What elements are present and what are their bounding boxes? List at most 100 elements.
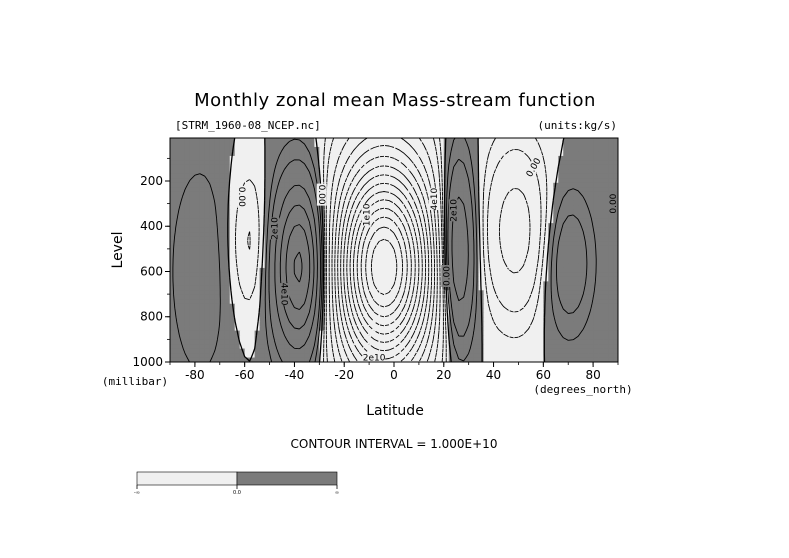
shaded-cell — [598, 281, 604, 287]
shaded-cell — [548, 317, 554, 323]
shaded-cell — [170, 164, 176, 170]
shaded-cell — [219, 303, 226, 309]
shaded-cell — [254, 146, 261, 153]
shaded-cell — [384, 250, 390, 256]
shaded-cell — [299, 232, 305, 238]
shaded-cell — [394, 281, 400, 287]
shaded-cell — [174, 308, 181, 314]
x-tick-label: -20 — [334, 368, 354, 382]
shaded-cell — [254, 299, 261, 305]
shaded-cell — [214, 155, 221, 161]
shaded-cell — [274, 142, 281, 148]
shaded-cell — [170, 326, 176, 332]
shaded-cell — [254, 160, 261, 166]
shaded-cell — [239, 285, 246, 291]
shaded-cell — [543, 335, 549, 341]
shaded-cell — [473, 214, 480, 220]
shaded-cell — [179, 151, 186, 157]
shaded-cell — [563, 151, 569, 157]
shaded-cell — [548, 223, 554, 229]
shaded-cell — [518, 191, 525, 197]
shaded-cell — [563, 312, 569, 318]
shaded-cell — [199, 236, 206, 242]
shaded-cell — [503, 182, 510, 188]
contour-label-bg — [523, 155, 544, 180]
shaded-cell — [493, 308, 500, 314]
shaded-cell — [304, 281, 310, 287]
y-tick-label: 1000 — [132, 355, 163, 369]
shaded-cell — [498, 173, 505, 179]
shaded-cell — [179, 267, 186, 273]
shaded-cell — [254, 173, 261, 179]
shaded-cell — [254, 245, 261, 251]
shaded-cell — [214, 160, 221, 166]
shaded-cell — [354, 317, 360, 323]
shaded-cell — [588, 276, 594, 282]
shaded-cell — [578, 263, 584, 269]
shaded-cell — [608, 254, 614, 260]
shaded-cell — [249, 250, 256, 256]
shaded-cell — [274, 169, 281, 175]
shaded-cell — [314, 138, 320, 144]
shaded-cell — [588, 173, 594, 179]
shaded-cell — [384, 285, 390, 291]
shaded-cell — [244, 335, 251, 341]
shaded-cell — [219, 218, 226, 224]
shaded-cell — [199, 138, 206, 144]
shaded-cell — [349, 232, 355, 238]
shaded-cell — [543, 164, 549, 170]
shaded-cell — [478, 263, 485, 269]
shaded-cell — [468, 173, 475, 179]
shaded-cell — [374, 276, 380, 282]
shaded-cell — [349, 258, 355, 265]
shaded-cell — [219, 250, 226, 256]
shaded-cell — [458, 330, 465, 336]
shaded-cell — [339, 182, 345, 188]
shaded-cell — [364, 303, 370, 309]
shaded-cell — [259, 299, 266, 305]
shaded-cell — [354, 344, 360, 350]
shaded-cell — [463, 263, 470, 269]
shaded-cell — [518, 209, 525, 215]
shaded-cell — [394, 200, 400, 206]
shaded-cell — [170, 339, 176, 345]
shaded-cell — [413, 232, 420, 238]
shaded-cell — [578, 258, 584, 265]
shaded-cell — [254, 151, 261, 157]
shaded-cell — [174, 276, 181, 282]
shaded-cell — [513, 232, 520, 238]
shaded-cell — [473, 155, 480, 161]
shaded-cell — [314, 164, 320, 170]
shaded-cell — [179, 276, 186, 282]
shaded-cell — [239, 146, 246, 153]
shaded-cell — [398, 245, 405, 251]
shaded-cell — [244, 281, 251, 287]
shaded-cell — [199, 151, 206, 157]
shaded-cell — [458, 169, 465, 175]
shaded-cell — [613, 353, 618, 359]
shaded-cell — [463, 290, 470, 296]
shaded-cell — [413, 178, 420, 184]
shaded-cell — [199, 187, 206, 193]
shaded-cell — [418, 218, 425, 224]
shaded-cell — [603, 138, 609, 144]
shaded-cell — [329, 160, 335, 166]
shaded-cell — [483, 339, 490, 345]
shaded-cell — [428, 236, 435, 242]
shaded-cell — [448, 223, 455, 229]
shaded-cell — [354, 250, 360, 256]
shaded-cell — [533, 308, 539, 314]
shaded-cell — [398, 164, 405, 170]
shaded-cell — [498, 227, 505, 233]
shaded-cell — [568, 267, 574, 273]
shaded-cell — [448, 290, 455, 296]
shaded-cell — [344, 146, 350, 153]
shaded-cell — [294, 173, 301, 179]
shaded-cell — [553, 272, 559, 278]
shaded-cell — [563, 218, 569, 224]
shaded-cell — [339, 258, 345, 265]
shaded-cell — [568, 294, 574, 300]
shaded-cell — [174, 146, 181, 153]
shaded-cell — [508, 223, 515, 229]
shaded-cell — [438, 209, 445, 215]
